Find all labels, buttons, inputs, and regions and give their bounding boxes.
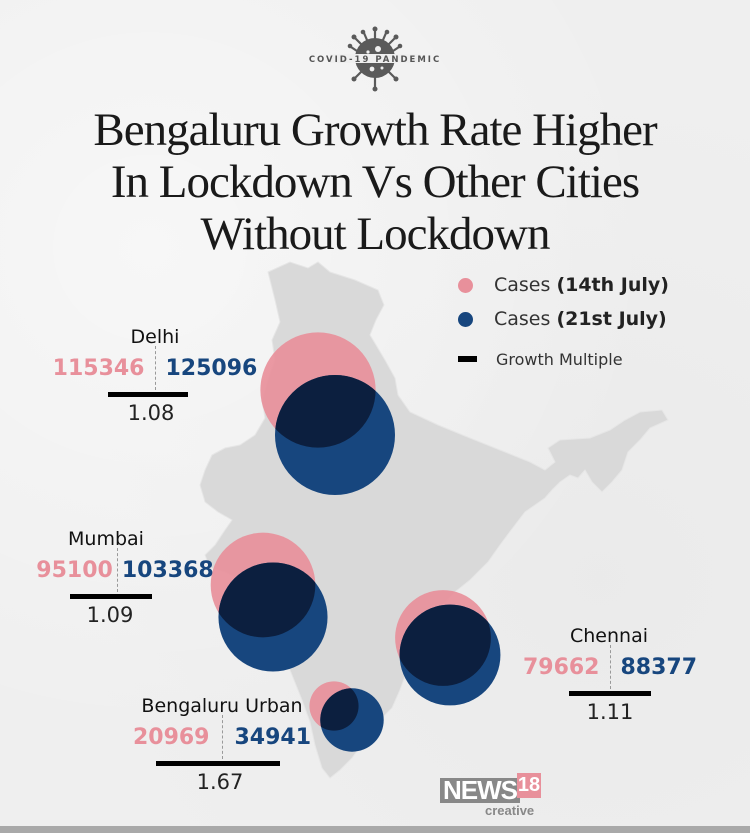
badge-label: COVID-19 PANDEMIC [308,55,442,65]
legend-item-cases-21: Cases (21st July) [456,302,669,336]
title-line: Without Lockdown [200,208,551,260]
city-label-mumbai: Mumbai 95100 103368 1.09 [20,528,230,627]
cases-14-value: 115346 [52,355,145,381]
separator [221,715,223,759]
legend: Cases (14th July) Cases (21st July) Grow… [456,268,669,376]
black-bar-icon [458,356,477,362]
growth-multiple: 1.09 [86,603,134,627]
bottom-border [0,826,750,833]
separator [116,548,118,592]
cases-14-value: 95100 [36,557,113,583]
bubble-overlap-bengaluru-urban [320,688,359,731]
virus-icon [330,26,420,92]
city-name: Delhi [130,326,180,348]
cases-21-value: 125096 [165,355,258,381]
growth-bar [569,691,651,696]
legend-date: (21st July) [556,308,667,330]
separator [154,346,156,390]
city-label-chennai: Chennai 79662 88377 1.11 [515,625,705,724]
bubble-overlap-delhi [275,375,376,448]
growth-bar [156,761,280,766]
legend-label: Cases [494,308,557,330]
bubbles [210,332,501,752]
growth-multiple: 1.67 [196,770,244,794]
city-label-bengaluru-urban: Bengaluru Urban 20969 34941 1.67 [112,695,332,794]
growth-bar [108,392,188,397]
logo-18: 18 [517,773,541,798]
legend-label: Growth Multiple [496,349,623,369]
city-name: Mumbai [68,528,144,550]
city-label-delhi: Delhi 115346 125096 1.08 [40,326,270,425]
title-line: In Lockdown Vs Other Cities [110,156,640,208]
legend-label: Cases [494,274,557,296]
title-line: Bengaluru Growth Rate Higher [93,104,657,156]
growth-bar [70,594,152,599]
separator [609,645,611,689]
cases-14-value: 79662 [522,654,600,680]
covid-badge: COVID-19 PANDEMIC [300,26,450,96]
growth-multiple: 1.08 [127,401,175,425]
cases-21-value: 88377 [620,654,698,680]
cases-21-value: 34941 [234,724,312,750]
city-name: Chennai [569,625,648,647]
growth-multiple: 1.11 [586,700,634,724]
city-values: 95100 103368 [20,548,230,592]
city-values: 79662 88377 [515,645,705,689]
legend-item-cases-14: Cases (14th July) [456,268,669,302]
logo-creative: creative [485,803,535,818]
cases-21-value: 103368 [121,557,214,583]
logo-news: NEWS [440,777,520,803]
legend-item-growth: Growth Multiple [456,342,669,376]
city-name: Bengaluru Urban [141,695,303,717]
blue-dot-icon [458,311,473,327]
cases-14-value: 20969 [132,724,210,750]
legend-date: (14th July) [556,274,669,296]
city-values: 20969 34941 [112,715,332,759]
city-values: 115346 125096 [40,346,270,390]
pink-dot-icon [458,277,473,293]
bubble-overlap-mumbai [218,562,316,638]
page-title: Bengaluru Growth Rate Higher In Lockdown… [40,104,710,260]
